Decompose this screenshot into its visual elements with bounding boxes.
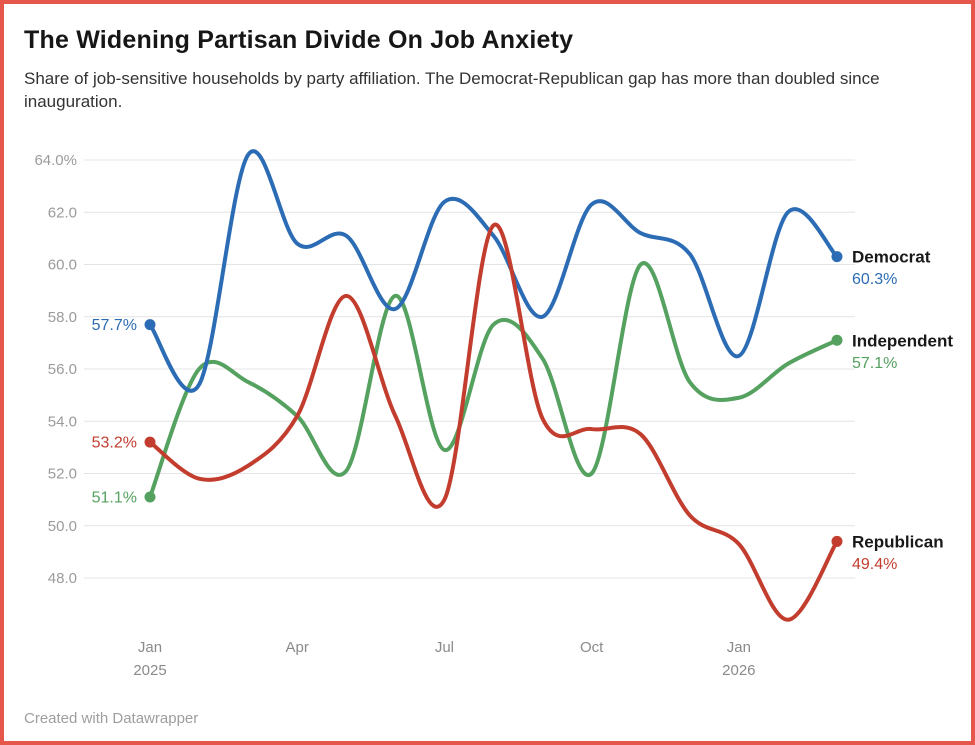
x-tick-year-label: 2026: [722, 662, 755, 679]
y-tick-label: 52.0: [48, 466, 77, 483]
y-tick-label: 56.0: [48, 361, 77, 378]
y-tick-label: 54.0: [48, 413, 77, 430]
republican-start-value-label: 53.2%: [92, 435, 137, 452]
democrat-start-value-label: 57.7%: [92, 317, 137, 334]
x-tick-label: Jan: [727, 639, 751, 656]
independent-end-dot: [831, 334, 843, 346]
independent-start-value-label: 51.1%: [92, 490, 137, 507]
y-tick-label: 64.0%: [34, 152, 77, 169]
chart-subtitle: Share of job-sensitive households by par…: [24, 69, 880, 111]
y-tick-label: 60.0: [48, 257, 77, 274]
x-tick-label: Oct: [580, 639, 604, 656]
x-tick-label: Apr: [286, 639, 309, 656]
independent-start-dot: [144, 491, 156, 503]
republican-end-name-label: Republican: [852, 532, 944, 551]
series-line-republican: [148, 222, 839, 622]
independent-end-value-label: 57.1%: [852, 355, 897, 372]
democrat-end-name-label: Democrat: [852, 248, 931, 267]
chart-header: The Widening Partisan Divide On Job Anxi…: [24, 26, 951, 114]
independent-end-name-label: Independent: [852, 331, 953, 350]
attribution-text: Created with Datawrapper: [24, 710, 199, 727]
democrat-end-dot: [831, 251, 843, 263]
democrat-start-dot: [144, 319, 156, 331]
line-chart: 64.0% 62.0 60.0 58.0 56.0 54.0 52.0 50.0 48.0 Jan…: [34, 149, 953, 679]
republican-end-dot: [831, 535, 843, 547]
x-tick-label: Jul: [435, 639, 454, 656]
chart-title: The Widening Partisan Divide On Job Anxi…: [24, 26, 574, 54]
x-tick-label: Jan: [138, 639, 162, 656]
x-tick-year-label: 2025: [133, 662, 166, 679]
series-line-independent: [148, 261, 839, 500]
y-tick-label: 50.0: [48, 518, 77, 535]
series-line-democrat: [148, 149, 839, 393]
republican-end-value-label: 49.4%: [852, 556, 897, 573]
y-tick-label: 58.0: [48, 309, 77, 326]
democrat-end-value-label: 60.3%: [852, 271, 897, 288]
republican-start-dot: [144, 436, 156, 448]
y-tick-label: 48.0: [48, 570, 77, 587]
y-tick-label: 62.0: [48, 204, 77, 221]
